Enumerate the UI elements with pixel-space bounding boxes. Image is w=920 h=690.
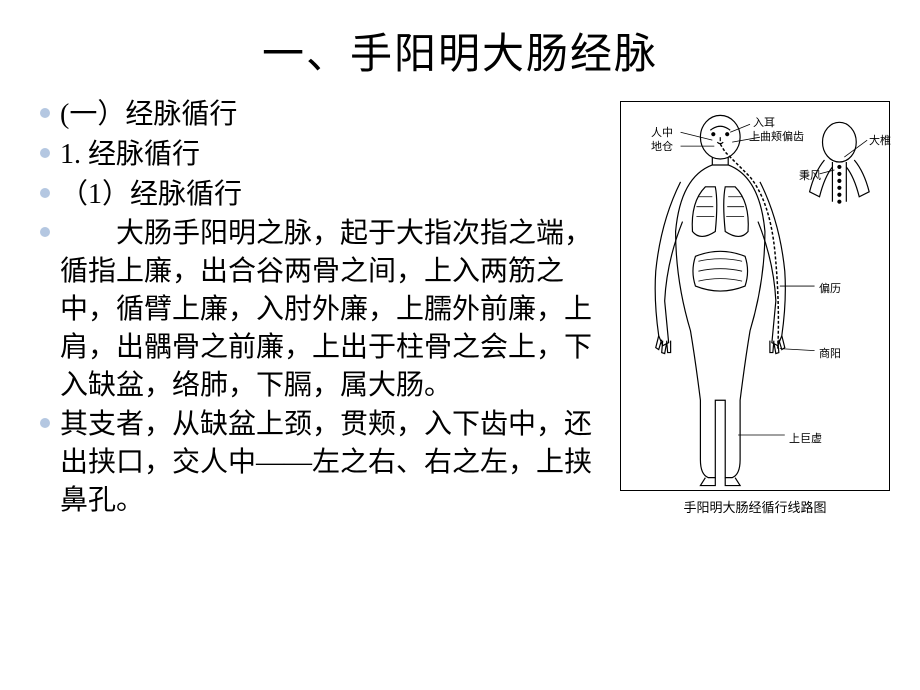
diagram-caption: 手阳明大肠经循行线路图 — [620, 497, 890, 516]
content-area: (一）经脉循行 1. 经脉循行 （1）经脉循行 大肠手阳明之脉，起于大指次指之端… — [30, 96, 890, 522]
ann-bingfeng: 秉风 — [799, 167, 821, 183]
bullet-text: （1）经脉循行 — [60, 176, 610, 214]
image-column: 人中 地仓 入耳 上曲颊偏齿 大椎 秉风 偏历 商阳 上巨虚 手阳明大肠经循行线… — [610, 96, 890, 522]
bullet-text: 1. 经脉循行 — [60, 136, 610, 174]
bullet-text: (一）经脉循行 — [60, 96, 610, 134]
bullet-row: 其支者，从缺盆上颈，贯颊，入下齿中，还出挟口，交人中——左之右、右之左，上挟鼻孔… — [30, 406, 610, 519]
bullet-row: 大肠手阳明之脉，起于大指次指之端，循指上廉，出合谷两骨之间，上入两筋之中，循臂上… — [30, 215, 610, 404]
bullet-row: （1）经脉循行 — [30, 176, 610, 214]
bullet-text: 其支者，从缺盆上颈，贯颊，入下齿中，还出挟口，交人中——左之右、右之左，上挟鼻孔… — [60, 406, 610, 519]
ann-dicang: 地仓 — [651, 138, 673, 154]
meridian-diagram: 人中 地仓 入耳 上曲颊偏齿 大椎 秉风 偏历 商阳 上巨虚 — [620, 101, 890, 491]
bullet-icon — [30, 136, 60, 158]
bullet-text: 大肠手阳明之脉，起于大指次指之端，循指上廉，出合谷两骨之间，上入两筋之中，循臂上… — [60, 215, 610, 404]
ann-shangjuxu: 上巨虚 — [789, 430, 822, 446]
bullet-icon — [30, 406, 60, 428]
text-column: (一）经脉循行 1. 经脉循行 （1）经脉循行 大肠手阳明之脉，起于大指次指之端… — [30, 96, 610, 522]
anatomy-svg — [621, 102, 889, 490]
bullet-row: 1. 经脉循行 — [30, 136, 610, 174]
bullet-icon — [30, 96, 60, 118]
bullet-icon — [30, 215, 60, 237]
ann-pianli: 偏历 — [819, 280, 841, 296]
slide-title: 一、手阳明大肠经脉 — [30, 20, 890, 81]
ann-shangquchi: 上曲颊偏齿 — [749, 128, 804, 144]
bullet-row: (一）经脉循行 — [30, 96, 610, 134]
slide: 一、手阳明大肠经脉 (一）经脉循行 1. 经脉循行 （1）经脉循行 大肠手阳明之… — [0, 0, 920, 690]
ann-dazhu: 大椎 — [869, 132, 891, 148]
bullet-icon — [30, 176, 60, 198]
ann-shangyang: 商阳 — [819, 345, 841, 361]
